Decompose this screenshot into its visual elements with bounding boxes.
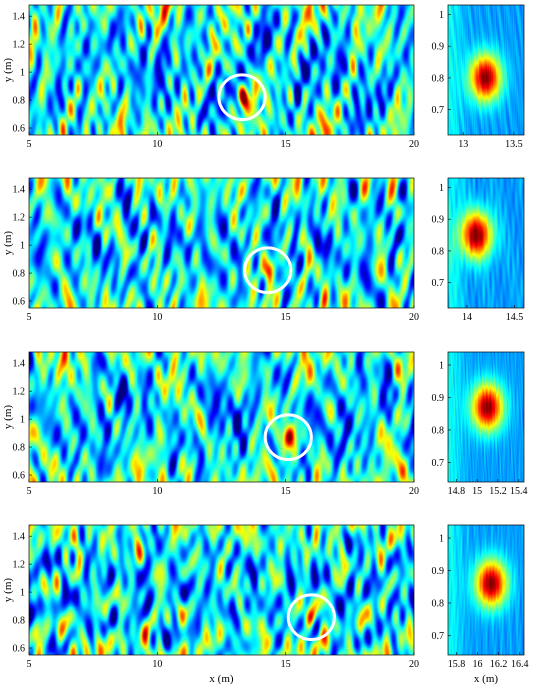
y-tick-label: 0.6 [13,644,26,655]
y-axis-label: y (m) [2,578,14,602]
highlight-ellipse [243,246,293,295]
x-tick-label: 15 [281,312,291,323]
highlight-ellipse [217,73,267,122]
y-tick-label: 1 [439,534,444,545]
heatmap-image [448,5,524,135]
x-tick-label: 20 [409,139,419,150]
x-tick-label: 15.4 [510,486,528,497]
heatmap-image [448,525,524,655]
axes-frame [28,4,415,136]
x-tick-label: 15 [281,659,291,670]
y-tick-label: 1.2 [13,560,26,571]
zoom-heatmap-panel [447,351,525,483]
x-tick-label: 5 [27,139,32,150]
y-tick-label: 1.4 [13,12,26,23]
highlight-ellipse [286,593,336,642]
x-tick-label: 16.4 [511,659,529,670]
x-tick-label: 20 [409,659,419,670]
axes-frame [447,4,525,136]
y-tick-label: 0.6 [13,471,26,482]
y-tick-label: 1 [439,361,444,372]
x-tick-label: 14 [462,312,472,323]
y-tick-label: 0.8 [432,426,445,437]
x-tick-label: 16.2 [490,659,508,670]
x-tick-label: 16 [473,659,483,670]
x-tick-label: 15 [281,139,291,150]
y-tick-label: 0.8 [432,73,445,84]
y-tick-label: 0.8 [432,246,445,257]
x-tick-label: 14.5 [506,312,524,323]
y-tick-label: 0.8 [13,269,26,280]
x-tick-label: 15.2 [489,486,507,497]
y-tick-label: 1.2 [13,387,26,398]
x-tick-label: 10 [152,139,162,150]
axes-frame [28,177,415,309]
heatmap-image [29,525,414,655]
y-tick-label: 1.2 [13,40,26,51]
y-tick-label: 0.8 [13,616,26,627]
heatmap-panel [28,4,415,136]
y-tick-label: 0.7 [432,278,445,289]
heatmap-image [29,5,414,135]
zoom-heatmap-panel [447,4,525,136]
heatmap-image [448,178,524,308]
heatmap-panel [28,351,415,483]
heatmap-panel [28,524,415,656]
x-tick-label: 15.8 [448,659,466,670]
x-axis-label: x (m) [209,673,233,685]
x-tick-label: 10 [152,312,162,323]
x-tick-label: 13.5 [505,139,523,150]
y-axis-label: y (m) [2,405,14,429]
y-tick-label: 0.7 [432,458,445,469]
y-tick-label: 0.6 [13,124,26,135]
y-tick-label: 0.9 [432,42,445,53]
heatmap-panel [28,177,415,309]
heatmap-image [29,352,414,482]
axes-frame [28,351,415,483]
x-tick-label: 15 [281,486,291,497]
axes-frame [447,177,525,309]
axes-frame [447,351,525,483]
y-tick-label: 0.6 [13,297,26,308]
y-tick-label: 1.4 [13,185,26,196]
x-tick-label: 15 [472,486,482,497]
axes-frame [28,524,415,656]
y-tick-label: 0.9 [432,393,445,404]
y-tick-label: 0.9 [432,215,445,226]
x-tick-label: 5 [27,486,32,497]
x-tick-label: 10 [152,486,162,497]
x-axis-label: x (m) [474,673,498,685]
highlight-ellipse [263,413,313,462]
y-tick-label: 1 [20,241,25,252]
y-tick-label: 1 [20,415,25,426]
y-tick-label: 1 [20,68,25,79]
y-tick-label: 1 [439,10,444,21]
y-tick-label: 1.2 [13,213,26,224]
zoom-heatmap-panel [447,177,525,309]
y-tick-label: 0.7 [432,105,445,116]
y-tick-label: 1.4 [13,532,26,543]
y-tick-label: 1 [20,588,25,599]
y-axis-label: y (m) [2,58,14,82]
y-tick-label: 0.9 [432,566,445,577]
x-tick-label: 5 [27,659,32,670]
x-tick-label: 10 [152,659,162,670]
axes-frame [447,524,525,656]
y-tick-label: 0.7 [432,631,445,642]
x-tick-label: 20 [409,486,419,497]
y-tick-label: 0.8 [13,443,26,454]
y-axis-label: y (m) [2,231,14,255]
heatmap-image [29,178,414,308]
x-tick-label: 5 [27,312,32,323]
y-tick-label: 0.8 [432,599,445,610]
x-tick-label: 20 [409,312,419,323]
y-tick-label: 1.4 [13,359,26,370]
x-tick-label: 14.8 [448,486,466,497]
y-tick-label: 0.8 [13,96,26,107]
zoom-heatmap-panel [447,524,525,656]
heatmap-image [448,352,524,482]
y-tick-label: 1 [439,183,444,194]
x-tick-label: 13 [458,139,468,150]
